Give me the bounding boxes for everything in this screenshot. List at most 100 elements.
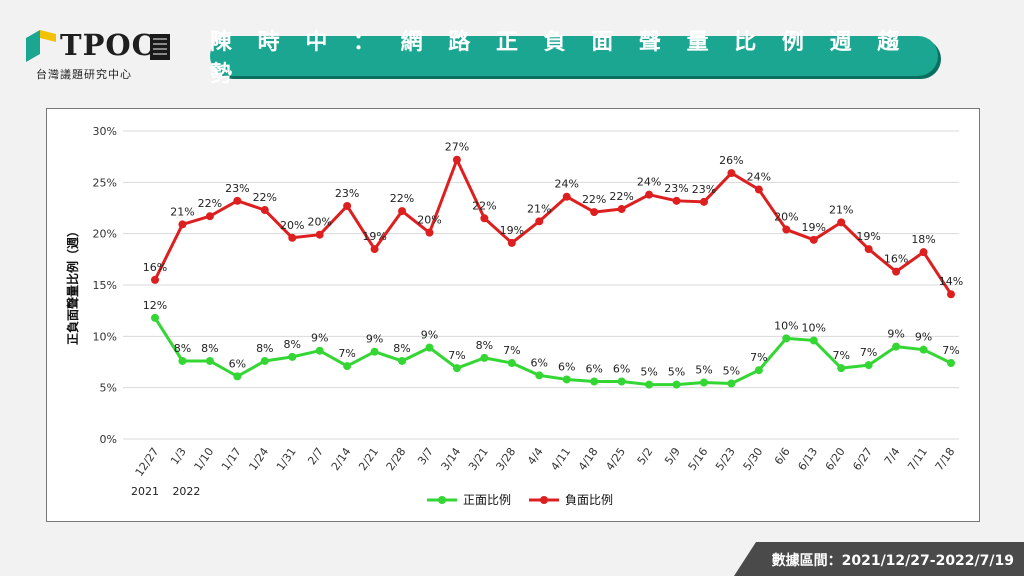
data-label: 21% bbox=[829, 203, 853, 216]
data-point bbox=[178, 220, 187, 229]
chart-panel: 0% 5% 10% 15% 20% 25% 30% 正負面聲量比例（週） 12/27 1/3 1/1… bbox=[46, 108, 980, 522]
data-point bbox=[809, 336, 818, 345]
data-label: 8% bbox=[174, 342, 191, 355]
y-tick-label: 25% bbox=[93, 176, 117, 189]
data-point bbox=[205, 212, 214, 221]
y-tick-label: 30% bbox=[93, 125, 117, 138]
data-label: 7% bbox=[860, 346, 877, 359]
x-tick-label: 7/18 bbox=[933, 445, 958, 473]
data-label: 27% bbox=[445, 141, 469, 154]
data-point bbox=[452, 155, 461, 164]
data-point bbox=[151, 275, 159, 284]
data-point bbox=[864, 245, 873, 254]
legend-marker bbox=[540, 496, 548, 504]
data-point bbox=[617, 377, 626, 386]
data-label: 23% bbox=[225, 182, 249, 195]
data-label: 7% bbox=[448, 349, 465, 362]
data-label: 8% bbox=[256, 342, 273, 355]
data-label: 22% bbox=[253, 191, 277, 204]
data-point bbox=[562, 375, 571, 384]
x-tick-label: 6/6 bbox=[772, 445, 793, 467]
x-tick-label: 5/30 bbox=[741, 445, 766, 473]
data-point bbox=[947, 290, 955, 299]
data-point bbox=[480, 353, 489, 362]
data-point bbox=[892, 267, 901, 276]
data-point bbox=[151, 313, 159, 322]
data-label: 7% bbox=[942, 344, 959, 357]
data-label: 7% bbox=[503, 344, 520, 357]
x-tick-label: 6/20 bbox=[823, 445, 848, 473]
data-label: 8% bbox=[476, 339, 493, 352]
legend-label: 正面比例 bbox=[463, 493, 511, 507]
year-label-2021: 2021 bbox=[131, 485, 159, 498]
data-label: 18% bbox=[911, 233, 935, 246]
x-tick-label: 4/4 bbox=[525, 445, 546, 467]
data-point bbox=[535, 371, 544, 380]
data-label: 22% bbox=[390, 192, 414, 205]
x-tick-label: 7/4 bbox=[882, 445, 903, 467]
data-point bbox=[892, 342, 901, 351]
data-label: 22% bbox=[198, 197, 222, 210]
data-label: 9% bbox=[887, 328, 904, 341]
data-point bbox=[480, 214, 489, 223]
data-point bbox=[782, 334, 791, 343]
data-label: 5% bbox=[668, 366, 685, 379]
data-point bbox=[727, 379, 736, 388]
data-label: 19% bbox=[802, 221, 826, 234]
page-title: 陳 時 中 ： 網 路 正 負 面 聲 量 比 例 週 趨 勢 bbox=[210, 30, 909, 87]
x-tick-label: 5/2 bbox=[635, 445, 656, 467]
data-label: 10% bbox=[774, 319, 798, 332]
title-bar: 陳 時 中 ： 網 路 正 負 面 聲 量 比 例 週 趨 勢 bbox=[210, 30, 938, 87]
x-tick-label: 5/23 bbox=[713, 445, 738, 473]
data-point bbox=[919, 248, 928, 257]
data-label: 19% bbox=[362, 230, 386, 243]
series-line-positive bbox=[153, 317, 952, 387]
data-label: 5% bbox=[723, 365, 740, 378]
data-label: 12% bbox=[143, 299, 167, 312]
data-label: 24% bbox=[554, 178, 578, 191]
data-label: 9% bbox=[366, 333, 383, 346]
data-point bbox=[782, 225, 791, 234]
data-point bbox=[699, 197, 708, 206]
data-range-text: 數據區間：2021/12/27-2022/7/19 bbox=[771, 553, 1014, 569]
x-tick-label: 1/31 bbox=[274, 445, 299, 473]
x-tick-label: 2/14 bbox=[329, 445, 354, 473]
data-point bbox=[233, 196, 242, 205]
x-tick-label: 3/14 bbox=[439, 445, 464, 473]
data-label: 8% bbox=[201, 342, 218, 355]
x-tick-label: 1/17 bbox=[219, 445, 244, 473]
data-label: 24% bbox=[637, 176, 661, 189]
x-tick-label: 4/25 bbox=[603, 445, 628, 473]
data-point bbox=[590, 208, 599, 217]
data-label: 22% bbox=[472, 199, 496, 212]
series-line-negative bbox=[153, 158, 953, 296]
x-tick-label: 2/7 bbox=[305, 445, 326, 467]
data-label: 20% bbox=[774, 211, 798, 224]
data-point bbox=[727, 169, 736, 178]
data-point bbox=[452, 364, 461, 373]
data-point bbox=[947, 359, 955, 368]
data-label: 22% bbox=[609, 190, 633, 203]
x-tick-label: 2/28 bbox=[384, 445, 409, 473]
data-range-footer: 數據區間：2021/12/27-2022/7/19 bbox=[734, 542, 1024, 576]
data-label: 19% bbox=[500, 224, 524, 237]
data-label: 23% bbox=[664, 182, 688, 195]
data-point bbox=[645, 190, 654, 199]
data-point bbox=[919, 345, 928, 354]
data-point bbox=[178, 356, 187, 365]
data-point bbox=[754, 185, 763, 194]
x-tick-label: 3/28 bbox=[493, 445, 518, 473]
data-point bbox=[425, 228, 434, 237]
data-point bbox=[260, 206, 269, 215]
data-label: 10% bbox=[802, 321, 826, 334]
data-point bbox=[260, 356, 269, 365]
y-tick-label: 5% bbox=[100, 382, 117, 395]
data-label: 9% bbox=[421, 329, 438, 342]
data-label: 21% bbox=[527, 202, 551, 215]
data-label: 5% bbox=[695, 364, 712, 377]
year-label-2022: 2022 bbox=[172, 485, 200, 498]
data-point bbox=[315, 230, 324, 239]
data-point bbox=[398, 207, 407, 216]
data-label: 7% bbox=[750, 351, 767, 364]
data-point bbox=[699, 378, 708, 387]
